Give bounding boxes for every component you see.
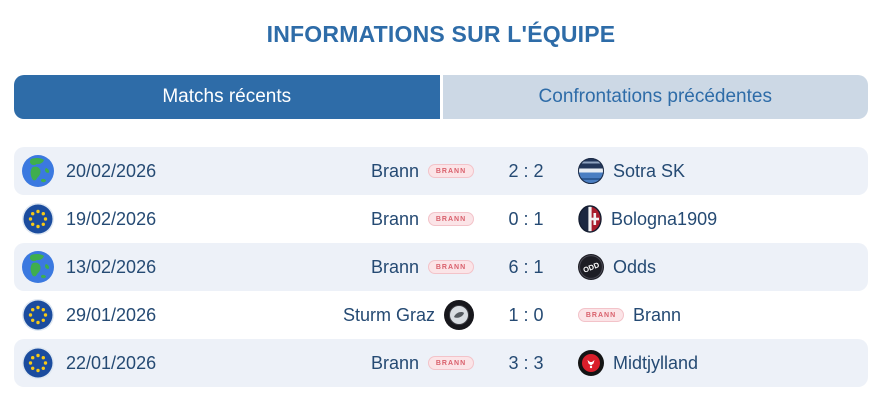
match-row: 19/02/2026 Brann BRANN 0 : 1 Bologna1909 [14,195,868,243]
match-score: 2 : 2 [508,160,544,181]
brann-logo: BRANN [428,356,474,370]
match-score: 3 : 3 [508,352,544,373]
brann-logo: BRANN [428,164,474,178]
match-date: 19/02/2026 [66,208,157,229]
away-team-name: Sotra SK [613,160,686,181]
match-date: 22/01/2026 [66,352,157,373]
match-date: 29/01/2026 [66,304,157,325]
match-date: 13/02/2026 [66,256,157,277]
home-team-name: Brann [370,256,419,277]
bologna-logo [578,205,602,233]
match-row: 20/02/2026 Brann BRANN 2 : 2 Sotra SK [14,147,868,195]
european-union-icon [22,299,54,331]
match-score: 6 : 1 [508,256,544,277]
sturm-graz-logo [444,300,474,330]
sotra-sk-logo [578,158,604,184]
match-score: 0 : 1 [508,208,544,229]
european-union-icon [22,347,54,379]
away-team-name: Brann [633,304,682,325]
midtjylland-logo [578,350,604,376]
match-row: 13/02/2026 Brann BRANN 6 : 1 Odds [14,243,868,291]
tab-previous-confrontations[interactable]: Confrontations précédentes [442,75,868,119]
home-team-name: Sturm Graz [342,304,435,325]
home-team-name: Brann [370,160,419,181]
away-team-name: Bologna1909 [611,208,718,229]
brann-logo: BRANN [428,260,474,274]
match-row: 22/01/2026 Brann BRANN 3 : 3 Midtjylland [14,339,868,387]
tab-bar: Matchs récents Confrontations précédente… [14,75,868,119]
world-icon [22,251,54,283]
european-union-icon [22,203,54,235]
match-score: 1 : 0 [508,304,544,325]
odds-logo [578,254,604,280]
brann-logo: BRANN [578,308,624,322]
recent-matches-list: 20/02/2026 Brann BRANN 2 : 2 Sotra SK 19… [14,147,868,387]
match-row: 29/01/2026 Sturm Graz 1 : 0 BRANN Brann [14,291,868,339]
page-title: INFORMATIONS SUR L'ÉQUIPE [266,21,616,47]
away-team-name: Odds [613,256,657,277]
brann-logo: BRANN [428,212,474,226]
match-date: 20/02/2026 [66,160,157,181]
home-team-name: Brann [370,208,419,229]
home-team-name: Brann [370,352,419,373]
world-icon [22,155,54,187]
tab-recent-matches[interactable]: Matchs récents [14,75,440,119]
away-team-name: Midtjylland [613,352,699,373]
